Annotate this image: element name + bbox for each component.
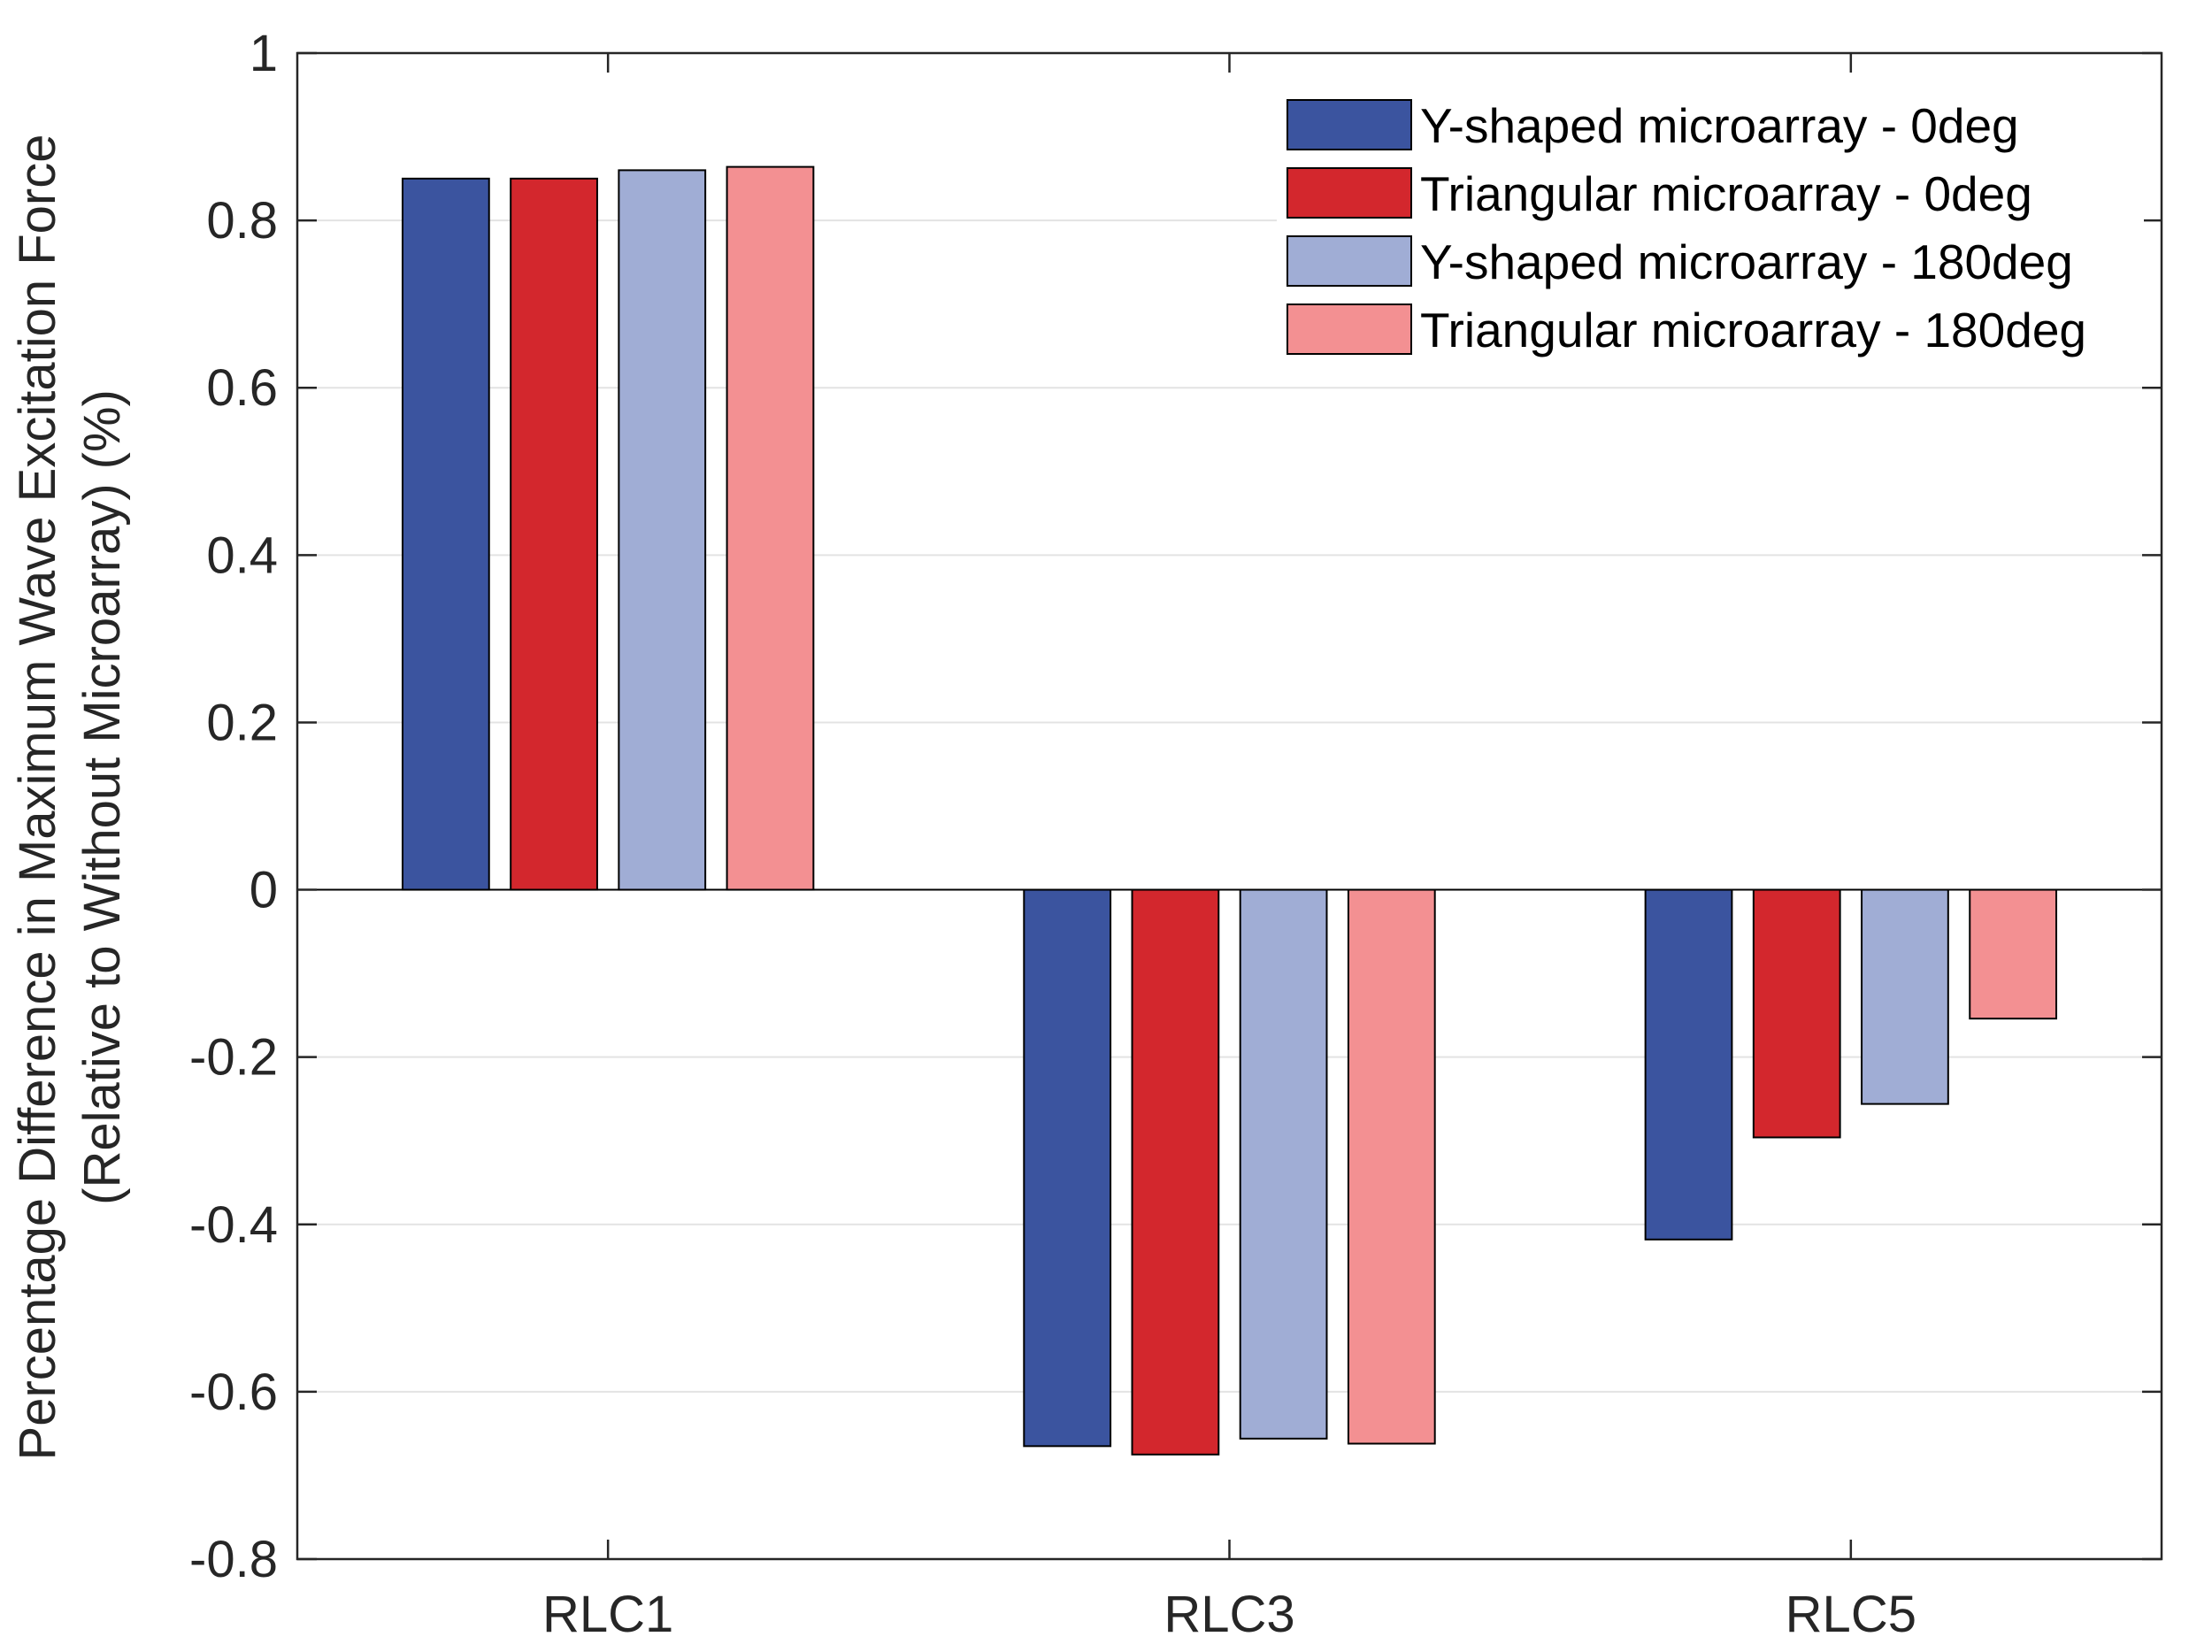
y-axis-title: Percentage Difference in Maximum Wave Ex… — [9, 134, 66, 1461]
legend-swatch-4 — [1286, 304, 1412, 355]
y-axis-subtitle: (Relative to Without Microarray) (%) — [73, 389, 131, 1205]
y-axis-title-line1: Percentage Difference in Maximum Wave Ex… — [9, 134, 66, 1461]
bar-rlc3-series-1 — [1023, 888, 1112, 1448]
legend: Y-shaped microarray - 0deg Triangular mic… — [1277, 88, 2144, 365]
y-tick-label: 1 — [250, 25, 278, 82]
legend-label-2: Triangular microarray - 0deg — [1420, 166, 2032, 221]
legend-swatch-1 — [1286, 99, 1412, 150]
bar-rlc5-series-4 — [1969, 888, 2058, 1020]
y-tick-label: 0 — [250, 862, 278, 919]
y-tick-label: 0.4 — [206, 526, 278, 584]
bars — [401, 165, 2058, 1456]
bar-rlc1-series-2 — [510, 177, 598, 891]
legend-swatch-3 — [1286, 235, 1412, 287]
legend-box — [1277, 88, 2144, 365]
legend-items: Y-shaped microarray - 0deg Triangular mic… — [1286, 98, 2086, 357]
y-tick-label: 0.2 — [206, 694, 278, 751]
x-axis-tick-labels: RLC1 RLC3 RLC5 — [542, 1586, 1916, 1643]
bar-rlc5-series-3 — [1861, 888, 1949, 1105]
legend-swatch-2 — [1286, 167, 1412, 219]
legend-label-4: Triangular microarray - 180deg — [1420, 303, 2086, 357]
y-tick-label: -0.6 — [189, 1364, 278, 1421]
y-tick-label: 0.8 — [206, 192, 278, 250]
bar-rlc3-series-2 — [1131, 888, 1220, 1456]
bar-rlc1-series-3 — [618, 169, 707, 891]
y-axis-tick-labels: 1 0.8 0.6 0.4 0.2 0 -0.2 -0.4 -0.6 -0.8 — [189, 25, 278, 1588]
y-tick-label: -0.2 — [189, 1029, 278, 1087]
legend-label-3: Y-shaped microarray - 180deg — [1420, 234, 2073, 289]
x-tick-label-rlc3: RLC3 — [1164, 1586, 1294, 1643]
legend-label-1: Y-shaped microarray - 0deg — [1420, 98, 2019, 153]
bar-rlc3-series-3 — [1239, 888, 1328, 1440]
y-tick-label: 0.6 — [206, 359, 278, 417]
bar-rlc3-series-4 — [1347, 888, 1436, 1445]
bar-rlc5-series-2 — [1752, 888, 1841, 1139]
bar-rlc1-series-1 — [401, 177, 490, 891]
bar-rlc5-series-1 — [1644, 888, 1733, 1241]
axis-ticks — [297, 51, 2162, 1561]
x-tick-label-rlc5: RLC5 — [1786, 1586, 1916, 1643]
y-tick-label: -0.8 — [189, 1531, 278, 1588]
x-tick-label-rlc1: RLC1 — [542, 1586, 673, 1643]
y-tick-label: -0.4 — [189, 1196, 278, 1254]
bar-rlc1-series-4 — [726, 165, 815, 891]
y-axis-title-line2: (Relative to Without Microarray) (%) — [73, 389, 131, 1205]
